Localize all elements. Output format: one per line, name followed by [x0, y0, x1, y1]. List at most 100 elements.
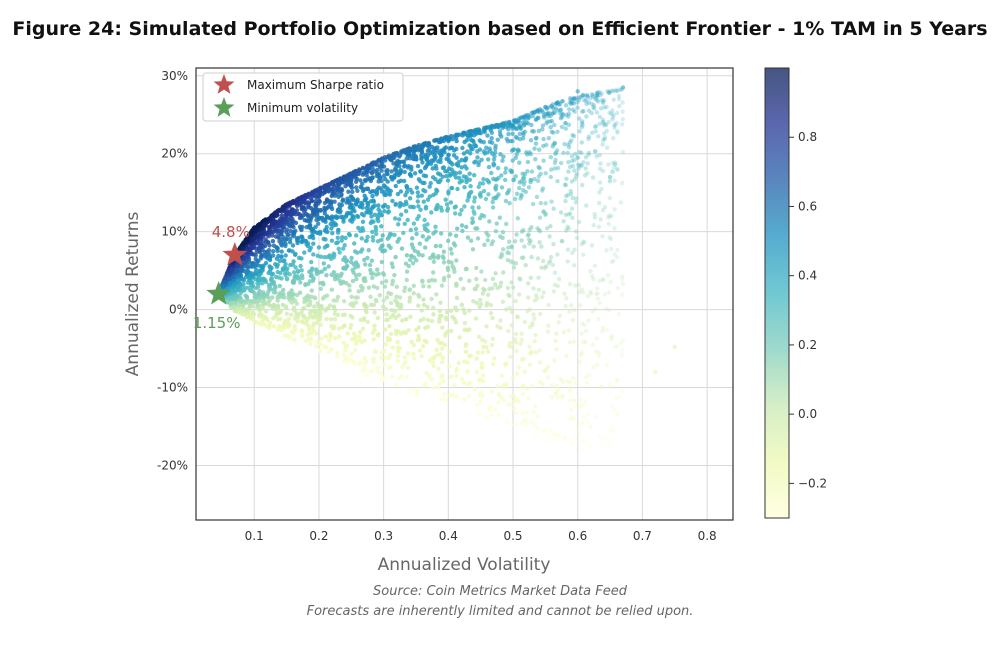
- portfolio-point: [571, 96, 576, 101]
- portfolio-point: [442, 146, 447, 151]
- portfolio-point: [536, 275, 541, 280]
- portfolio-point: [275, 298, 280, 303]
- portfolio-point: [329, 238, 335, 243]
- portfolio-point: [292, 209, 298, 214]
- portfolio-point: [470, 216, 475, 221]
- portfolio-point: [406, 365, 411, 371]
- portfolio-point: [528, 138, 534, 143]
- portfolio-point: [504, 191, 510, 196]
- portfolio-point: [396, 349, 401, 354]
- portfolio-point: [515, 314, 520, 319]
- portfolio-point: [537, 147, 542, 152]
- portfolio-point: [613, 161, 618, 167]
- portfolio-point: [580, 440, 585, 445]
- portfolio-point: [498, 280, 504, 285]
- portfolio-point: [480, 365, 485, 370]
- portfolio-point: [570, 250, 575, 256]
- portfolio-point: [511, 178, 516, 183]
- portfolio-point: [403, 261, 409, 266]
- portfolio-point: [438, 313, 443, 318]
- portfolio-point: [500, 125, 505, 131]
- portfolio-point: [569, 138, 574, 143]
- portfolio-point: [324, 345, 329, 350]
- portfolio-point: [520, 410, 525, 415]
- portfolio-point: [441, 379, 446, 384]
- portfolio-point: [568, 188, 573, 194]
- portfolio-point: [572, 247, 577, 252]
- portfolio-point: [448, 200, 454, 205]
- portfolio-point: [600, 117, 605, 122]
- portfolio-point: [399, 374, 405, 379]
- portfolio-point: [541, 290, 546, 295]
- portfolio-point: [490, 276, 496, 282]
- portfolio-point: [308, 245, 313, 250]
- portfolio-point: [398, 189, 404, 194]
- portfolio-point: [568, 191, 574, 197]
- portfolio-point: [514, 232, 519, 237]
- portfolio-point: [497, 215, 502, 220]
- portfolio-point: [611, 385, 617, 390]
- portfolio-point: [560, 379, 565, 384]
- portfolio-point: [416, 204, 421, 209]
- portfolio-point: [343, 235, 348, 241]
- portfolio-point: [585, 161, 590, 166]
- portfolio-point: [579, 140, 584, 145]
- portfolio-point: [427, 358, 432, 363]
- portfolio-point: [613, 396, 618, 401]
- portfolio-point: [244, 307, 249, 312]
- portfolio-point: [601, 277, 606, 282]
- portfolio-point: [395, 353, 401, 359]
- portfolio-point: [503, 166, 509, 171]
- portfolio-point: [357, 168, 362, 174]
- portfolio-point: [580, 403, 585, 408]
- portfolio-point: [535, 426, 540, 431]
- portfolio-point: [615, 410, 620, 415]
- portfolio-point: [439, 375, 444, 380]
- portfolio-point: [234, 268, 239, 273]
- portfolio-point: [278, 232, 284, 237]
- portfolio-point: [567, 140, 572, 145]
- portfolio-point: [477, 216, 483, 221]
- portfolio-point: [527, 241, 532, 246]
- portfolio-point: [347, 198, 352, 204]
- portfolio-point: [256, 263, 261, 268]
- portfolio-point: [535, 414, 541, 419]
- portfolio-point: [452, 205, 457, 210]
- portfolio-point: [449, 251, 454, 256]
- portfolio-point: [531, 201, 536, 207]
- portfolio-point: [537, 166, 542, 171]
- portfolio-point: [366, 248, 371, 253]
- portfolio-point: [532, 146, 537, 151]
- portfolio-point: [463, 343, 468, 349]
- portfolio-point: [582, 98, 587, 103]
- portfolio-point: [389, 261, 395, 266]
- portfolio-point: [393, 183, 398, 189]
- portfolio-point: [525, 281, 531, 286]
- portfolio-point: [395, 239, 400, 244]
- portfolio-point: [567, 388, 573, 393]
- portfolio-point: [396, 222, 401, 227]
- portfolio-point: [331, 326, 336, 331]
- portfolio-point: [399, 246, 405, 251]
- portfolio-point: [250, 303, 255, 309]
- portfolio-point: [421, 297, 426, 302]
- portfolio-point: [322, 206, 328, 211]
- portfolio-point: [493, 143, 498, 148]
- portfolio-point: [382, 284, 388, 289]
- portfolio-point: [314, 268, 319, 274]
- portfolio-point: [402, 169, 407, 175]
- portfolio-point: [372, 310, 377, 315]
- portfolio-point: [243, 299, 248, 304]
- portfolio-point: [540, 127, 545, 132]
- portfolio-point: [369, 258, 375, 263]
- portfolio-point: [603, 122, 608, 127]
- portfolio-point: [245, 269, 250, 274]
- portfolio-point: [569, 414, 574, 419]
- portfolio-point: [353, 273, 359, 278]
- portfolio-point: [579, 241, 584, 247]
- portfolio-point: [431, 259, 437, 264]
- portfolio-point: [448, 232, 453, 237]
- portfolio-point: [335, 187, 340, 192]
- portfolio-point: [332, 274, 337, 279]
- portfolio-point: [548, 254, 554, 260]
